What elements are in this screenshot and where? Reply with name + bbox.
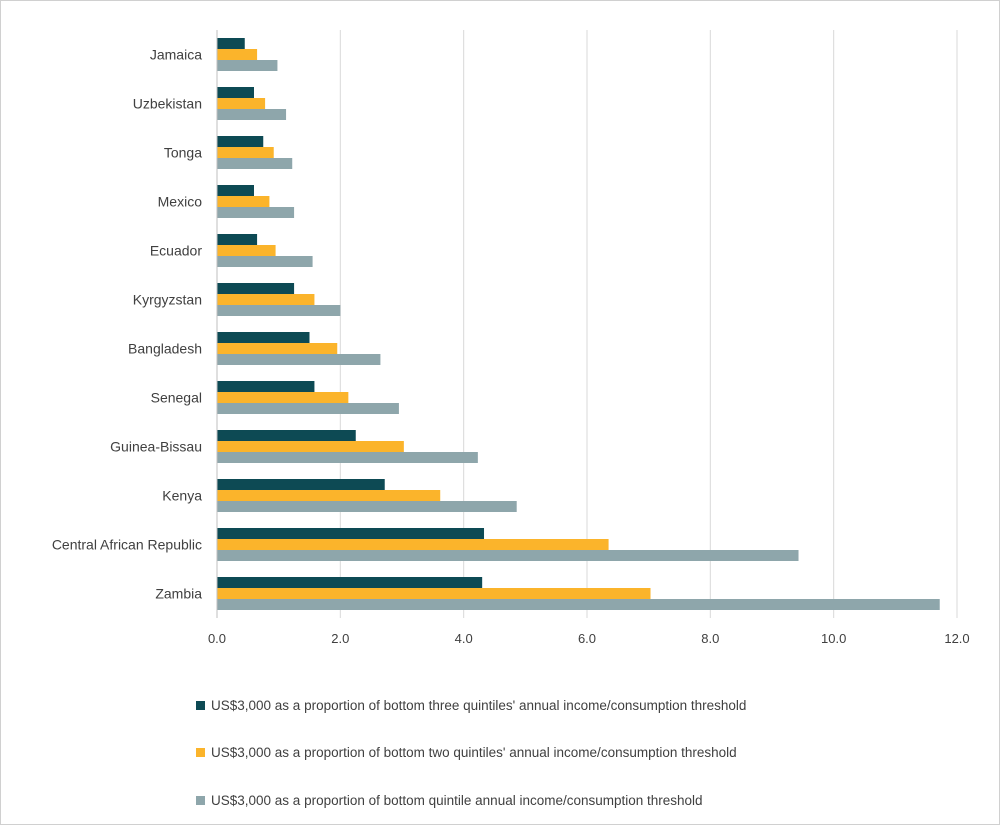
- bar-series-1[interactable]: [217, 381, 315, 392]
- bar-series-1[interactable]: [217, 283, 295, 294]
- x-tick-label: 12.0: [944, 631, 969, 646]
- legend-label-series-1: US$3,000 as a proportion of bottom three…: [211, 697, 747, 713]
- bar-series-2[interactable]: [217, 294, 315, 305]
- x-tick-label: 8.0: [701, 631, 719, 646]
- bar-series-2[interactable]: [217, 490, 441, 501]
- category-label: Ecuador: [150, 243, 202, 259]
- bar-series-2[interactable]: [217, 539, 609, 550]
- category-label: Central African Republic: [52, 537, 202, 553]
- bars: [217, 38, 940, 610]
- bar-series-1[interactable]: [217, 38, 245, 49]
- bar-series-1[interactable]: [217, 234, 258, 245]
- bar-series-3[interactable]: [217, 60, 278, 71]
- category-label: Mexico: [158, 194, 203, 210]
- bar-series-2[interactable]: [217, 441, 404, 452]
- bar-series-3[interactable]: [217, 305, 341, 316]
- legend-item-series-2[interactable]: US$3,000 as a proportion of bottom two q…: [196, 742, 737, 762]
- bar-series-2[interactable]: [217, 245, 276, 256]
- bar-series-1[interactable]: [217, 185, 254, 196]
- x-tick-label: 4.0: [455, 631, 473, 646]
- category-label: Jamaica: [150, 47, 202, 63]
- category-label: Uzbekistan: [133, 96, 202, 112]
- bar-series-2[interactable]: [217, 392, 349, 403]
- x-tick-label: 0.0: [208, 631, 226, 646]
- category-label: Zambia: [155, 586, 202, 602]
- category-label: Tonga: [164, 145, 202, 161]
- bar-series-3[interactable]: [217, 207, 295, 218]
- bar-series-3[interactable]: [217, 109, 287, 120]
- legend-swatch-series-1: [196, 700, 205, 710]
- legend-label-series-2: US$3,000 as a proportion of bottom two q…: [211, 744, 737, 760]
- x-tick-label: 6.0: [578, 631, 596, 646]
- gridlines: [339, 30, 958, 618]
- bar-series-1[interactable]: [217, 577, 483, 588]
- category-labels: Jamaica Uzbekistan Tonga Mexico Ecuador Kyrgy…: [52, 47, 203, 602]
- bar-series-1[interactable]: [217, 87, 254, 98]
- bar-series-2[interactable]: [217, 588, 651, 599]
- bar-series-3[interactable]: [217, 452, 478, 463]
- bar-series-1[interactable]: [217, 136, 264, 147]
- bar-series-3[interactable]: [217, 158, 293, 169]
- bar-series-2[interactable]: [217, 343, 338, 354]
- bar-series-2[interactable]: [217, 98, 266, 109]
- category-label: Bangladesh: [128, 341, 202, 357]
- bar-series-2[interactable]: [217, 147, 274, 158]
- bar-series-3[interactable]: [217, 550, 799, 561]
- bar-series-2[interactable]: [217, 49, 258, 60]
- category-label: Guinea-Bissau: [110, 439, 202, 455]
- bar-series-3[interactable]: [217, 256, 313, 267]
- bar-series-3[interactable]: [217, 501, 517, 512]
- bar-series-3[interactable]: [217, 354, 381, 365]
- legend-swatch-series-2: [196, 747, 205, 757]
- bar-series-2[interactable]: [217, 196, 270, 207]
- legend-swatch-series-3: [196, 795, 205, 805]
- bar-series-1[interactable]: [217, 332, 310, 343]
- legend-label-series-3: US$3,000 as a proportion of bottom quint…: [211, 792, 703, 808]
- bar-chart: Jamaica Uzbekistan Tonga Mexico Ecuador Kyrgy…: [52, 30, 970, 646]
- legend-item-series-1[interactable]: US$3,000 as a proportion of bottom three…: [196, 695, 746, 715]
- bar-series-1[interactable]: [217, 528, 485, 539]
- category-label: Senegal: [151, 390, 202, 406]
- bar-series-1[interactable]: [217, 430, 356, 441]
- bar-series-3[interactable]: [217, 599, 940, 610]
- x-tick-labels: 0.0 2.0 4.0 6.0 8.0 10.0 12.0: [208, 631, 970, 646]
- x-tick-label: 10.0: [821, 631, 846, 646]
- legend-item-series-3[interactable]: US$3,000 as a proportion of bottom quint…: [196, 790, 703, 810]
- x-tick-label: 2.0: [331, 631, 349, 646]
- bar-series-3[interactable]: [217, 403, 399, 414]
- bar-series-1[interactable]: [217, 479, 385, 490]
- category-label: Kyrgyzstan: [133, 292, 202, 308]
- category-label: Kenya: [162, 488, 202, 504]
